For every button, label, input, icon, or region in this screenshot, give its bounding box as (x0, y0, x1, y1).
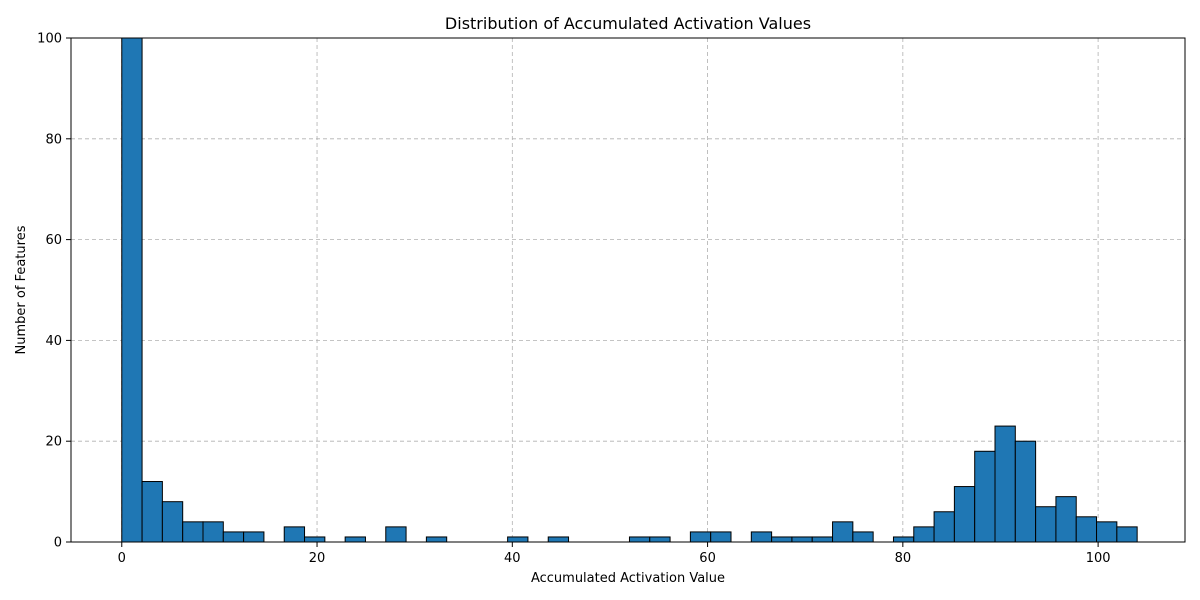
histogram-bar (953, 486, 976, 543)
histogram-bar (791, 536, 813, 543)
histogram-bar (202, 521, 224, 543)
y-axis-ticks: 0 20 40 60 80 100 (37, 32, 71, 551)
histogram-bar (852, 531, 874, 543)
histogram-bar (811, 536, 834, 543)
histogram-bar (141, 481, 163, 543)
histogram-bar (1055, 496, 1077, 543)
y-tick-label: 60 (45, 233, 62, 248)
histogram-bar (1096, 521, 1118, 543)
histogram-bar (832, 521, 854, 543)
histogram-bar (182, 521, 204, 543)
histogram-bar (385, 526, 407, 543)
histogram-bar (974, 450, 996, 543)
y-tick-label: 100 (37, 32, 62, 47)
histogram-bar (913, 526, 935, 543)
x-tick-label: 20 (309, 551, 326, 566)
histogram-bar (121, 37, 143, 543)
x-tick-label: 80 (895, 551, 912, 566)
x-tick-label: 60 (699, 551, 716, 566)
histogram-bar (994, 425, 1016, 543)
chart-title: Distribution of Accumulated Activation V… (445, 14, 811, 33)
histogram-bar (771, 536, 793, 543)
x-tick-label: 100 (1086, 551, 1111, 566)
histogram-bar (649, 536, 671, 543)
histogram-bar (1075, 516, 1098, 543)
histogram-bar (689, 531, 712, 543)
y-tick-label: 40 (45, 334, 62, 349)
histogram-bar (344, 536, 366, 543)
y-axis-label: Number of Features (14, 225, 29, 354)
y-tick-label: 0 (54, 536, 62, 551)
histogram-bar (1035, 506, 1057, 543)
histogram-bar (1116, 526, 1138, 543)
histogram-bar (283, 526, 306, 543)
histogram-bar (628, 536, 651, 543)
histogram-bar (933, 511, 955, 543)
histogram-bars (121, 37, 1138, 543)
histogram-bar (507, 536, 529, 543)
plot-frame (70, 37, 1186, 543)
histogram-bar (710, 531, 732, 543)
histogram-bar (750, 531, 773, 543)
x-tick-label: 40 (504, 551, 521, 566)
y-tick-label: 20 (45, 435, 62, 450)
x-axis-ticks: 0 20 40 60 80 100 (118, 542, 1111, 566)
histogram-bar (222, 531, 245, 543)
x-tick-label: 0 (118, 551, 126, 566)
histogram-bar (1014, 440, 1037, 543)
histogram-bar (304, 536, 326, 543)
histogram-bar (425, 536, 448, 543)
histogram-bar (161, 501, 184, 543)
y-tick-label: 80 (45, 132, 62, 147)
x-axis-label: Accumulated Activation Value (531, 571, 725, 586)
histogram-bar (547, 536, 570, 543)
histogram-bar (892, 536, 915, 543)
histogram-bar (243, 531, 265, 543)
